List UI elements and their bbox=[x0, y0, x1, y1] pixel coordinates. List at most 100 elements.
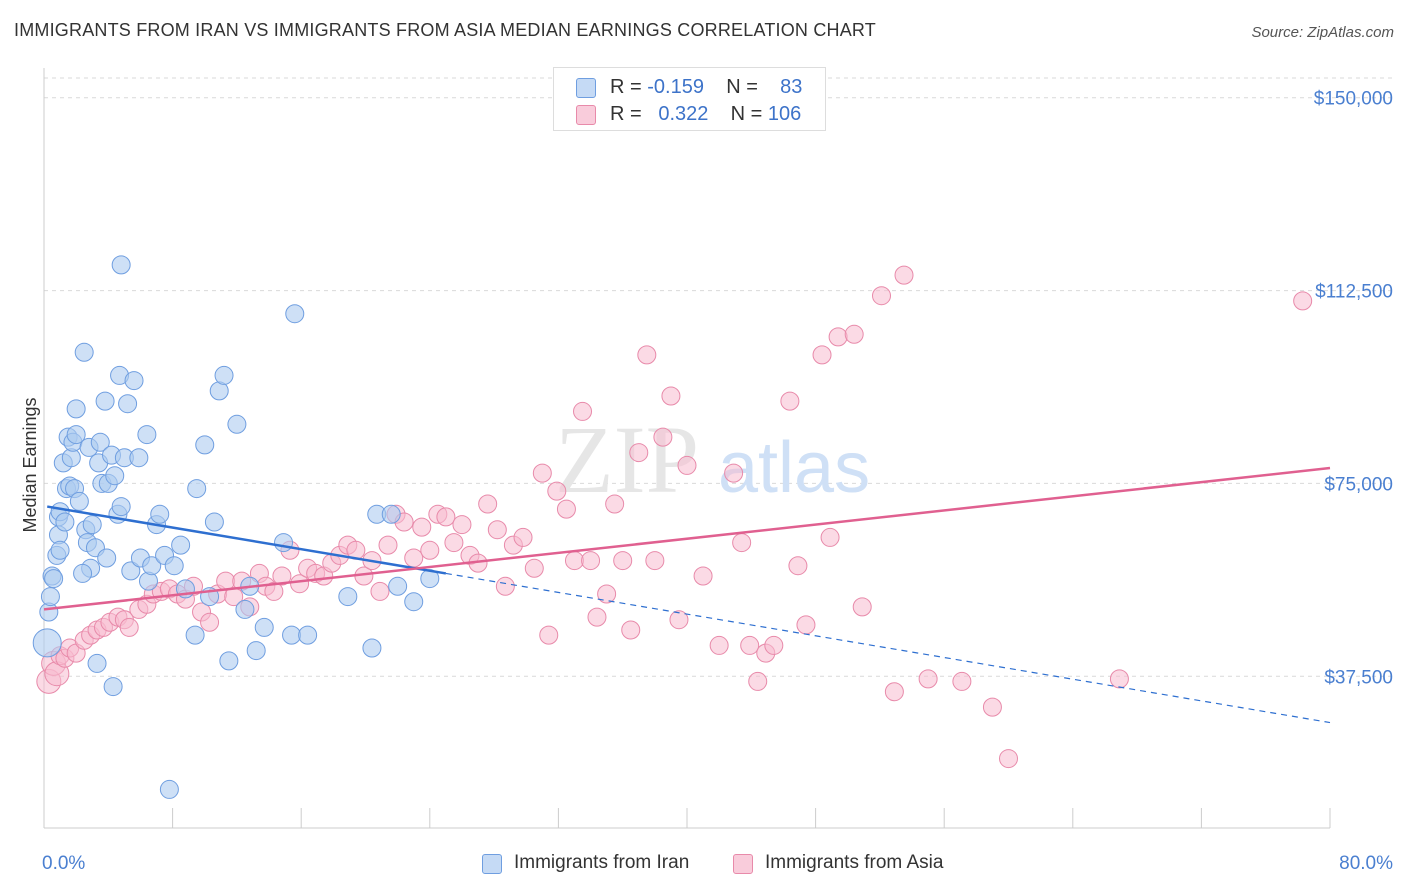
iran-point bbox=[204, 512, 224, 532]
iran-point bbox=[121, 561, 141, 581]
iran-point bbox=[87, 653, 107, 673]
asia-trend-line bbox=[43, 466, 1331, 611]
asia-point bbox=[844, 324, 864, 344]
tick-labels: $37,500 $75,000 $112,500 $150,000 0.0% 80.0% bbox=[42, 89, 1393, 874]
asia-point bbox=[524, 558, 544, 578]
trend-lines bbox=[43, 466, 1331, 724]
asia-point bbox=[556, 499, 576, 519]
iran-point bbox=[105, 466, 125, 486]
watermark-zip: ZIP bbox=[555, 406, 699, 513]
asia-points bbox=[36, 265, 1313, 769]
iran-point bbox=[254, 617, 274, 637]
iran-trend-extension bbox=[445, 572, 1331, 724]
asia-point bbox=[605, 494, 625, 514]
iran-point bbox=[124, 371, 144, 391]
iran-point bbox=[171, 535, 191, 555]
iran-point bbox=[129, 448, 149, 468]
iran-point bbox=[69, 491, 89, 511]
asia-point bbox=[587, 607, 607, 627]
asia-point bbox=[999, 749, 1018, 769]
asia-point bbox=[629, 443, 649, 463]
iran-point bbox=[111, 497, 131, 517]
asia-point bbox=[748, 671, 768, 691]
asia-point bbox=[1109, 669, 1129, 689]
asia-point bbox=[290, 574, 310, 594]
asia-point bbox=[564, 551, 584, 571]
asia-point bbox=[780, 391, 800, 411]
bottom-legend-label-iran: Immigrants from Iran bbox=[514, 852, 690, 873]
asia-point bbox=[513, 527, 533, 547]
iran-point bbox=[195, 435, 215, 455]
legend-iran-n-value: 83 bbox=[780, 76, 803, 98]
asia-point bbox=[532, 463, 552, 483]
iran-point bbox=[246, 641, 266, 661]
iran-point bbox=[90, 432, 110, 452]
iran-point bbox=[118, 394, 138, 414]
iran-points bbox=[32, 255, 440, 799]
bottom-legend-swatch-iran bbox=[482, 854, 502, 874]
legend-asia-n-value: 106 bbox=[767, 103, 802, 125]
asia-point bbox=[677, 455, 697, 475]
asia-point bbox=[436, 507, 456, 527]
iran-point bbox=[187, 479, 207, 499]
iran-trend-line bbox=[47, 505, 447, 575]
iran-point bbox=[103, 677, 123, 697]
asia-point bbox=[412, 517, 432, 537]
iran-point bbox=[274, 533, 294, 553]
iran-point bbox=[185, 625, 205, 645]
iran-point bbox=[235, 599, 255, 619]
legend: R = -0.159 N = 83 R = 0.322 N = 106 bbox=[553, 67, 826, 131]
asia-point bbox=[581, 551, 601, 571]
iran-point bbox=[50, 540, 70, 560]
legend-swatch-asia bbox=[576, 105, 596, 125]
asia-point bbox=[724, 463, 744, 483]
y-tick-label: $150,000 bbox=[1314, 89, 1393, 110]
asia-point bbox=[982, 697, 1002, 717]
asia-point bbox=[796, 615, 816, 635]
x-tick-label: 0.0% bbox=[42, 853, 85, 874]
iran-point bbox=[388, 576, 408, 596]
iran-point bbox=[44, 569, 64, 589]
watermark-atlas: atlas bbox=[718, 428, 870, 508]
legend-asia-r-value: 0.322 bbox=[658, 103, 709, 125]
iran-point bbox=[164, 556, 184, 576]
asia-point bbox=[452, 515, 472, 535]
asia-point bbox=[573, 401, 593, 421]
iran-point bbox=[159, 779, 179, 799]
asia-point bbox=[1293, 291, 1313, 311]
bottom-legend-swatch-asia bbox=[733, 854, 753, 874]
asia-point bbox=[495, 576, 515, 596]
asia-point bbox=[597, 584, 617, 604]
iran-point bbox=[214, 365, 234, 385]
asia-point bbox=[444, 533, 464, 553]
asia-point bbox=[478, 494, 498, 514]
iran-point bbox=[66, 399, 86, 419]
iran-point bbox=[404, 592, 424, 612]
asia-point bbox=[693, 566, 713, 586]
asia-point bbox=[539, 625, 559, 645]
iran-point bbox=[285, 304, 305, 324]
asia-point bbox=[709, 635, 729, 655]
iran-point bbox=[95, 391, 115, 411]
iran-point bbox=[150, 504, 170, 524]
asia-point bbox=[613, 551, 633, 571]
asia-point bbox=[852, 597, 872, 617]
asia-point bbox=[378, 535, 398, 555]
bottom-legend-label-asia: Immigrants from Asia bbox=[765, 852, 944, 873]
y-axis-title: Median Earnings bbox=[20, 397, 40, 532]
iran-point bbox=[73, 563, 93, 583]
asia-point bbox=[732, 533, 752, 553]
legend-asia-r-label: R = bbox=[610, 103, 648, 125]
asia-point bbox=[828, 327, 848, 347]
asia-point bbox=[264, 581, 284, 601]
asia-point bbox=[872, 286, 892, 306]
iran-point bbox=[32, 628, 62, 658]
asia-point bbox=[621, 620, 641, 640]
iran-point bbox=[282, 625, 302, 645]
legend-iran-n-label: N = bbox=[726, 76, 764, 98]
iran-point bbox=[227, 414, 247, 434]
asia-point bbox=[119, 617, 139, 637]
asia-point bbox=[272, 566, 292, 586]
iran-point bbox=[111, 255, 131, 275]
